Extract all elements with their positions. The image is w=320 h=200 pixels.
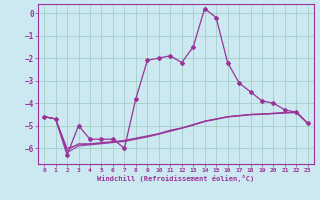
X-axis label: Windchill (Refroidissement éolien,°C): Windchill (Refroidissement éolien,°C) [97,175,255,182]
